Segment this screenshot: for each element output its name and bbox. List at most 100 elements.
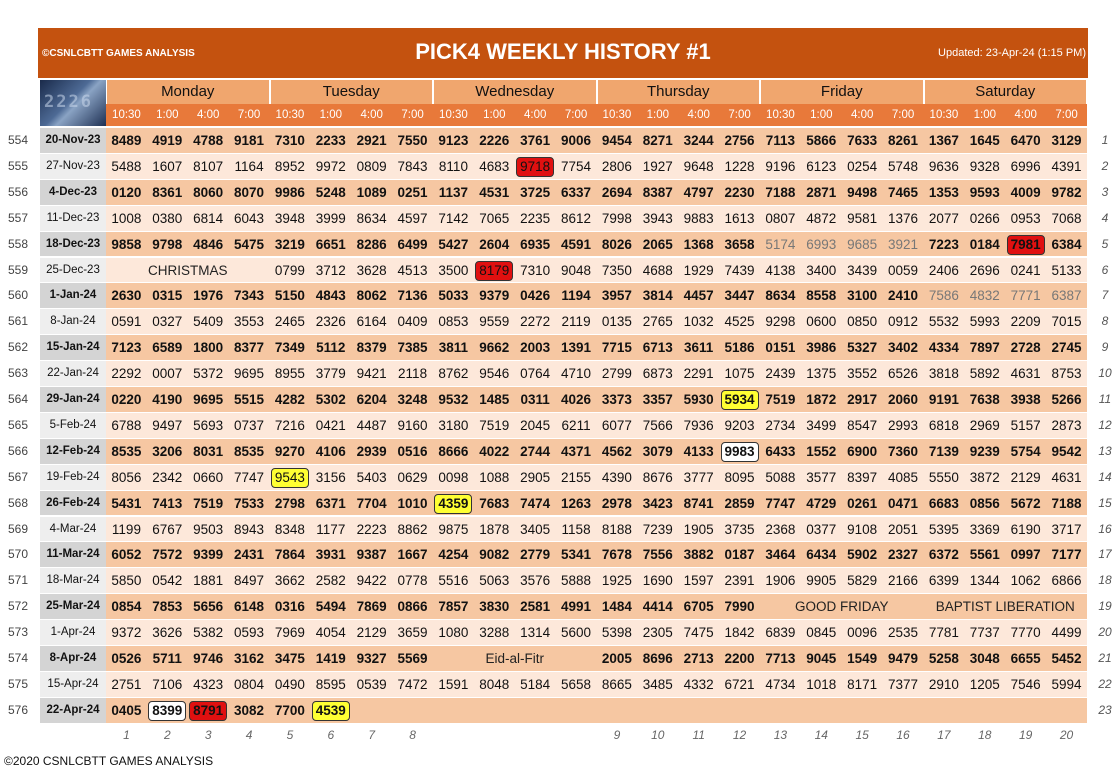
time-slot: 7:00 (555, 104, 597, 126)
draw-result: 3129 (1046, 128, 1087, 153)
draw-result: 6993 (801, 232, 842, 257)
draw-result: 5754 (1005, 439, 1046, 464)
draw-result: 8261 (883, 128, 924, 153)
draw-result: 8665 (597, 672, 638, 697)
result-value: 9497 (152, 417, 183, 433)
draw-result: 8676 (637, 465, 678, 490)
result-value: 7864 (274, 547, 305, 563)
result-value: 2694 (601, 184, 632, 200)
draw-result: 1344 (964, 568, 1005, 593)
holiday-label: Eid-al-Fitr (485, 651, 544, 666)
draw-result: 3423 (637, 491, 678, 516)
draw-result: 9593 (964, 180, 1005, 205)
draw-result: 7990 (719, 594, 760, 619)
draw-result: 1391 (556, 335, 597, 360)
draw-result: 0845 (801, 620, 842, 645)
draw-result: 6589 (147, 335, 188, 360)
draw-result: 1976 (188, 283, 229, 308)
draw-result: 3100 (842, 283, 883, 308)
result-value: 0866 (397, 599, 428, 615)
result-value: 5302 (315, 392, 346, 407)
draw-result: 3156 (310, 465, 351, 490)
draw-result: 8179 (474, 258, 515, 283)
result-value: 8676 (642, 469, 673, 485)
result-value: 7533 (234, 495, 265, 511)
draw-result: 2734 (760, 413, 801, 438)
result-value: 3405 (520, 521, 551, 537)
result-value: 5532 (928, 314, 959, 330)
result-value: 4591 (561, 236, 592, 252)
result-value: 4133 (683, 443, 714, 459)
result-value: 0251 (397, 184, 428, 200)
result-value: 6705 (683, 599, 714, 615)
draw-result: 4054 (310, 620, 351, 645)
row-date: 8-Jan-24 (40, 309, 106, 335)
draw-result: 9327 (351, 646, 392, 671)
draw-result: 7475 (678, 620, 719, 645)
draw-result: 3475 (270, 646, 311, 671)
draw-result: 2230 (719, 180, 760, 205)
table-row (106, 620, 1087, 645)
row-number: 572 (7, 599, 29, 614)
result-value: 1667 (397, 547, 428, 563)
draw-result: 2368 (760, 517, 801, 542)
draw-result: 7377 (883, 672, 924, 697)
result-value: 1314 (520, 625, 551, 641)
draw-result: 3048 (964, 646, 1005, 671)
row-number: 569 (7, 521, 29, 536)
draw-result: 6204 (351, 387, 392, 412)
draw-result: 4832 (964, 283, 1005, 308)
result-value: 9542 (1051, 443, 1082, 459)
draw-result: 4525 (719, 309, 760, 334)
highlighted-result: 5934 (720, 390, 759, 410)
table-row (106, 179, 1087, 205)
highlighted-result: 8399 (148, 700, 187, 721)
draw-result: 3712 (310, 258, 351, 283)
result-value: 2045 (520, 417, 551, 433)
result-value: 1080 (438, 625, 469, 641)
draw-result: 3447 (719, 283, 760, 308)
result-value: 9048 (561, 262, 592, 278)
draw-result: 1549 (842, 646, 883, 671)
result-value: 2051 (888, 521, 919, 537)
result-value: 0261 (847, 495, 878, 511)
result-value: 9695 (193, 392, 224, 407)
draw-result: 9328 (964, 154, 1005, 179)
result-value: 7106 (152, 676, 183, 692)
draw-result: 5112 (310, 335, 351, 360)
result-value: 1089 (356, 184, 387, 200)
draw-result: 2744 (515, 439, 556, 464)
result-value: 7857 (438, 599, 469, 615)
result-value: 0311 (520, 392, 550, 407)
result-value: 2272 (520, 314, 551, 330)
result-value: 8060 (193, 184, 224, 200)
draw-result: 6655 (1005, 646, 1046, 671)
result-value: 4085 (888, 469, 919, 485)
result-value: 7990 (724, 599, 755, 615)
result-value: 5829 (847, 573, 878, 589)
result-value: 2327 (888, 547, 919, 563)
highlighted-result: 8179 (475, 260, 514, 281)
result-value: 1088 (479, 469, 510, 485)
draw-result: 2993 (883, 413, 924, 438)
draw-result: 0600 (801, 309, 842, 334)
draw-result: 7857 (433, 594, 474, 619)
result-value: 9905 (806, 573, 837, 589)
draw-result: 3499 (801, 413, 842, 438)
result-value: 0490 (274, 676, 305, 692)
row-number: 562 (7, 340, 29, 355)
result-value: 8026 (601, 236, 632, 252)
time-slot: 10:30 (106, 104, 147, 126)
row-number: 565 (7, 417, 29, 432)
draw-result: 9082 (474, 542, 515, 567)
result-value: 4991 (561, 599, 592, 615)
draw-result: 1075 (719, 361, 760, 386)
draw-result: 2233 (310, 128, 351, 153)
draw-result: 2209 (1005, 309, 1046, 334)
result-value: 7350 (601, 262, 632, 278)
draw-result: 9372 (106, 620, 147, 645)
result-value: 2223 (356, 521, 387, 537)
draw-result: 7472 (392, 672, 433, 697)
result-value: 1419 (315, 651, 346, 666)
draw-result: 8634 (351, 206, 392, 231)
